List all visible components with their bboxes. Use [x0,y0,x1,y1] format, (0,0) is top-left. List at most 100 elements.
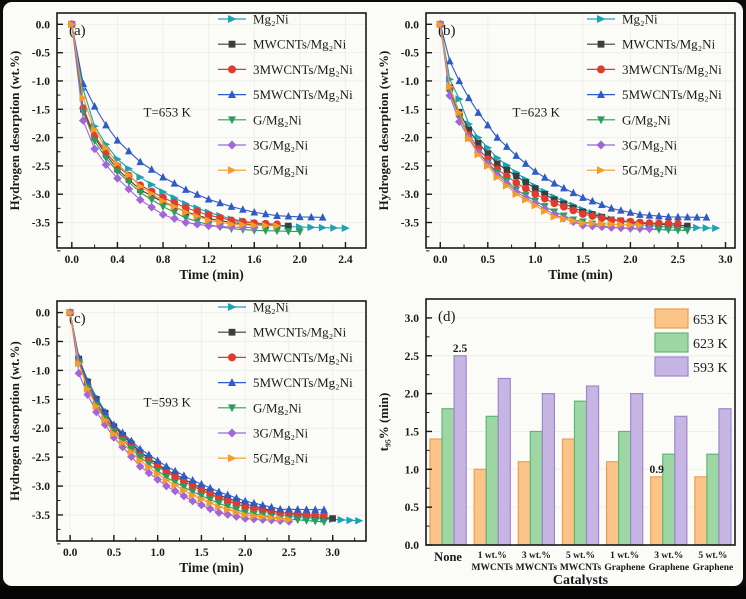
panel-a-container: 0.0 -0.5 -1.0 -1.5 -2.0 -2.5 -3.0 -3.5 0.0 0.4 0.8… [5,2,373,295]
x-tick-labels: 0.0 0.4 0.8 1.2 1.6 2.0 2.4 [65,254,353,266]
svg-text:3G/Mg₂Ni: 3G/Mg₂Ni [253,138,308,153]
series-6 [67,20,259,232]
svg-text:2.0: 2.0 [405,389,420,401]
svg-text:G/Mg₂Ni: G/Mg₂Ni [253,400,302,415]
axes-frame [425,298,736,546]
svg-text:Mg₂Ni: Mg₂Ni [253,12,289,27]
svg-text:0.0: 0.0 [405,540,420,552]
svg-text:0.0: 0.0 [63,547,78,559]
y-tick-labels: 0.0 -0.5 -1.0 -1.5 -2.0 -2.5 -3.0 -3.5 [32,19,50,229]
svg-text:MWCNTs/Mg₂Ni: MWCNTs/Mg₂Ni [622,37,716,52]
svg-text:2.5: 2.5 [405,351,420,363]
svg-text:Graphene: Graphene [604,563,645,573]
panel-d-container: 0.0 0.5 1.0 1.5 2.0 2.5 3.0 None 1 wt.% MWCNTs 3 w… [374,290,742,586]
svg-text:3MWCNTs/Mg₂Ni: 3MWCNTs/Mg₂Ni [622,62,722,77]
svg-text:1 wt.%: 1 wt.% [610,551,639,561]
svg-text:-1.0: -1.0 [32,76,50,88]
svg-text:1.0: 1.0 [405,464,420,476]
svg-text:0.0: 0.0 [65,254,80,266]
svg-text:-0.5: -0.5 [32,48,50,60]
temperature-annotation: T=623 K [513,104,561,119]
svg-text:MWCNTs/Mg₂Ni: MWCNTs/Mg₂Ni [253,37,347,52]
svg-text:0.9: 0.9 [650,464,665,476]
svg-text:1.6: 1.6 [247,254,262,266]
svg-text:2.0: 2.0 [623,254,638,266]
svg-text:-1.5: -1.5 [32,104,50,116]
svg-text:-1.0: -1.0 [401,76,419,88]
series-6 [65,308,294,526]
y-tick-labels: 0.0 0.5 1.0 1.5 2.0 2.5 3.0 [405,313,420,552]
svg-text:3MWCNTs/Mg₂Ni: 3MWCNTs/Mg₂Ni [253,62,353,77]
svg-text:MWCNTs: MWCNTs [472,563,514,573]
svg-text:5MWCNTs/Mg₂Ni: 5MWCNTs/Mg₂Ni [253,87,353,102]
svg-text:-2.5: -2.5 [32,161,50,173]
legend: 653 K 623 K 593 K [654,308,728,377]
svg-text:0.4: 0.4 [110,254,125,266]
svg-text:3.0: 3.0 [326,547,341,559]
svg-text:3 wt.%: 3 wt.% [654,551,683,561]
bars [429,355,732,546]
x-axis-title: Time (min) [179,560,244,575]
svg-text:Mg₂Ni: Mg₂Ni [622,12,658,27]
x-axis-title: Catalysts [553,573,609,585]
svg-text:653 K: 653 K [693,313,728,328]
svg-text:5MWCNTs/Mg₂Ni: 5MWCNTs/Mg₂Ni [622,87,722,102]
axis-ticks [426,23,727,252]
svg-text:Graphene: Graphene [648,563,689,573]
svg-text:5G/Mg₂Ni: 5G/Mg₂Ni [253,163,308,178]
svg-text:1.2: 1.2 [201,254,216,266]
svg-text:3MWCNTs/Mg₂Ni: 3MWCNTs/Mg₂Ni [253,350,353,365]
svg-text:Graphene: Graphene [693,563,734,573]
svg-text:1.5: 1.5 [405,426,420,438]
legend: Mg₂Ni MWCNTs/Mg₂Ni 3MWCNTs/Mg₂Ni 5MWCNTs/Mg… [587,12,722,178]
data-series [435,20,721,235]
x-tick-labels: 0.0 0.5 1.0 1.5 2.0 2.5 3.0 [63,547,340,559]
svg-text:-0.5: -0.5 [32,336,50,348]
svg-text:2.5: 2.5 [282,547,297,559]
svg-text:MWCNTs: MWCNTs [516,563,558,573]
axes-frame [56,12,367,249]
data-series [67,20,350,236]
svg-text:623 K: 623 K [693,337,728,352]
gridlines [57,301,366,541]
svg-text:MWCNTs: MWCNTs [560,563,602,573]
panel-c-desorption-chart-593k: 0.0 -0.5 -1.0 -1.5 -2.0 -2.5 -3.0 -3.5 0.0 0.5 1.0… [7,300,367,575]
svg-text:0.5: 0.5 [107,547,122,559]
svg-text:1 wt.%: 1 wt.% [478,551,507,561]
svg-text:-1.5: -1.5 [401,104,419,116]
temperature-annotation: T=653 K [144,104,192,119]
svg-text:5MWCNTs/Mg₂Ni: 5MWCNTs/Mg₂Ni [253,375,353,390]
temperature-annotation: T=593 K [144,395,192,410]
svg-text:1.5: 1.5 [194,547,209,559]
svg-text:0.5: 0.5 [481,254,496,266]
svg-text:-1.5: -1.5 [32,394,50,406]
panel-b-desorption-chart-623k: 0.0 -0.5 -1.0 -1.5 -2.0 -2.5 -3.0 -3.5 0.0 0.5 1.0… [376,12,736,282]
svg-text:2.0: 2.0 [238,547,253,559]
svg-text:0.0: 0.0 [36,19,51,31]
svg-text:-2.0: -2.0 [32,133,50,145]
y-axis-title: Hydrogen desorption (wt.%) [7,51,22,211]
panel-a-desorption-chart-653k: 0.0 -0.5 -1.0 -1.5 -2.0 -2.5 -3.0 -3.5 0.0 0.4 0.8… [7,12,367,282]
svg-text:None: None [434,550,462,564]
svg-text:3G/Mg₂Ni: 3G/Mg₂Ni [622,138,677,153]
svg-text:3 wt.%: 3 wt.% [522,551,551,561]
svg-text:-3.0: -3.0 [32,189,50,201]
svg-text:-3.5: -3.5 [32,218,50,230]
svg-text:MWCNTs/Mg₂Ni: MWCNTs/Mg₂Ni [253,325,347,340]
gridlines [57,13,366,248]
svg-text:-3.5: -3.5 [401,218,419,230]
svg-text:3.0: 3.0 [405,313,420,325]
svg-text:-3.0: -3.0 [401,189,419,201]
svg-text:-3.0: -3.0 [32,481,50,493]
svg-text:0.8: 0.8 [156,254,171,266]
svg-text:5 wt.%: 5 wt.% [566,551,595,561]
screenshot-bottom-border [0,586,746,599]
figure-canvas: 0.0 -0.5 -1.0 -1.5 -2.0 -2.5 -3.0 -3.5 0.0 0.4 0.8… [3,2,743,586]
gridlines [426,13,735,248]
svg-text:1.0: 1.0 [528,254,543,266]
y-axis-title: Hydrogen desorption (wt.%) [7,341,22,501]
svg-text:593 K: 593 K [693,361,728,376]
panel-b-container: 0.0 -0.5 -1.0 -1.5 -2.0 -2.5 -3.0 -3.5 0.0 0.5 1.0… [374,2,742,295]
data-series [65,308,364,527]
